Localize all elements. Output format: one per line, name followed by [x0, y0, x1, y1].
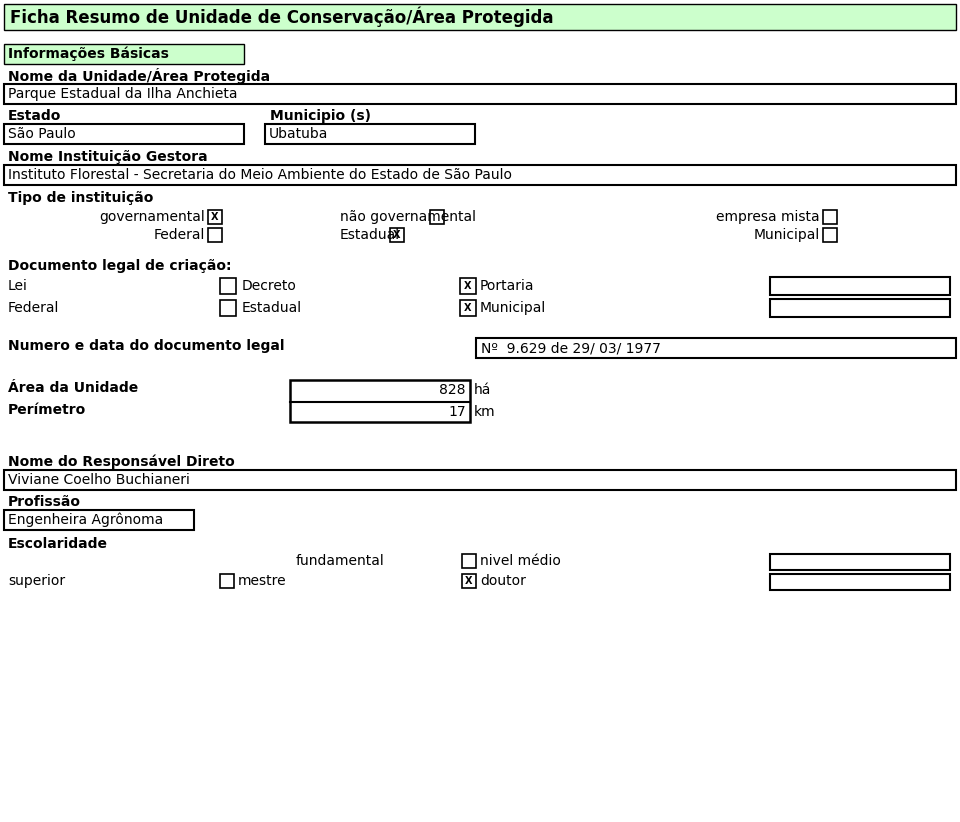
- Text: empresa mista: empresa mista: [716, 210, 820, 224]
- Bar: [220, 574, 234, 588]
- Text: X: X: [465, 303, 471, 313]
- Text: Ubatuba: Ubatuba: [269, 127, 328, 141]
- Bar: [823, 210, 837, 224]
- Text: Ficha Resumo de Unidade de Conservação/Área Protegida: Ficha Resumo de Unidade de Conservação/Á…: [10, 7, 554, 27]
- Text: Engenheira Agrônoma: Engenheira Agrônoma: [8, 513, 163, 527]
- Text: Documento legal de criação:: Documento legal de criação:: [8, 259, 231, 273]
- Text: Numero e data do documento legal: Numero e data do documento legal: [8, 339, 284, 353]
- Bar: [4, 44, 244, 64]
- Text: Perímetro: Perímetro: [8, 403, 86, 417]
- Bar: [460, 300, 476, 316]
- Text: Municipal: Municipal: [480, 301, 546, 315]
- Text: X: X: [466, 576, 472, 586]
- Text: Viviane Coelho Buchianeri: Viviane Coelho Buchianeri: [8, 473, 190, 487]
- Text: há: há: [474, 383, 492, 397]
- Text: Escolaridade: Escolaridade: [8, 537, 108, 551]
- Text: Tipo de instituição: Tipo de instituição: [8, 191, 154, 205]
- Bar: [770, 574, 950, 590]
- Text: X: X: [465, 281, 471, 291]
- Bar: [208, 210, 222, 224]
- Text: Federal: Federal: [154, 228, 205, 242]
- Bar: [462, 554, 476, 568]
- Text: Nome Instituição Gestora: Nome Instituição Gestora: [8, 150, 207, 164]
- Bar: [770, 554, 950, 570]
- Text: Federal: Federal: [8, 301, 60, 315]
- Bar: [265, 124, 475, 144]
- Text: Nome da Unidade/Área Protegida: Nome da Unidade/Área Protegida: [8, 68, 270, 84]
- Text: Municipio (s): Municipio (s): [270, 109, 371, 123]
- Bar: [770, 277, 950, 295]
- Bar: [4, 124, 244, 144]
- Text: Parque Estadual da Ilha Anchieta: Parque Estadual da Ilha Anchieta: [8, 87, 237, 101]
- Text: 828: 828: [440, 383, 466, 397]
- Bar: [4, 510, 194, 530]
- Text: Estadual: Estadual: [340, 228, 400, 242]
- Bar: [220, 300, 236, 316]
- Bar: [770, 299, 950, 317]
- Bar: [208, 228, 222, 242]
- Text: Municipal: Municipal: [754, 228, 820, 242]
- Text: Instituto Florestal - Secretaria do Meio Ambiente do Estado de São Paulo: Instituto Florestal - Secretaria do Meio…: [8, 168, 512, 182]
- Text: Área da Unidade: Área da Unidade: [8, 381, 138, 395]
- Text: não governamental: não governamental: [340, 210, 476, 224]
- Text: governamental: governamental: [99, 210, 205, 224]
- Text: Portaria: Portaria: [480, 279, 535, 293]
- Bar: [4, 84, 956, 104]
- Text: X: X: [394, 230, 400, 240]
- Bar: [430, 210, 444, 224]
- Bar: [823, 228, 837, 242]
- Text: 17: 17: [448, 405, 466, 419]
- Text: fundamental: fundamental: [296, 554, 385, 568]
- Text: Decreto: Decreto: [242, 279, 297, 293]
- Text: superior: superior: [8, 574, 65, 588]
- Bar: [4, 4, 956, 30]
- Text: Lei: Lei: [8, 279, 28, 293]
- Text: Estadual: Estadual: [242, 301, 302, 315]
- Text: Nome do Responsável Direto: Nome do Responsável Direto: [8, 455, 235, 469]
- Bar: [462, 574, 476, 588]
- Bar: [4, 470, 956, 490]
- Text: Estado: Estado: [8, 109, 61, 123]
- Bar: [476, 338, 956, 358]
- Text: doutor: doutor: [480, 574, 526, 588]
- Text: Profissão: Profissão: [8, 495, 81, 509]
- Text: Informações Básicas: Informações Básicas: [8, 47, 169, 62]
- Text: Nº  9.629 de 29/ 03/ 1977: Nº 9.629 de 29/ 03/ 1977: [481, 341, 660, 355]
- Text: São Paulo: São Paulo: [8, 127, 76, 141]
- Bar: [290, 380, 470, 422]
- Text: X: X: [211, 212, 219, 222]
- Text: nivel médio: nivel médio: [480, 554, 561, 568]
- Bar: [220, 278, 236, 294]
- Bar: [460, 278, 476, 294]
- Text: mestre: mestre: [238, 574, 287, 588]
- Bar: [4, 165, 956, 185]
- Bar: [390, 228, 404, 242]
- Text: km: km: [474, 405, 495, 419]
